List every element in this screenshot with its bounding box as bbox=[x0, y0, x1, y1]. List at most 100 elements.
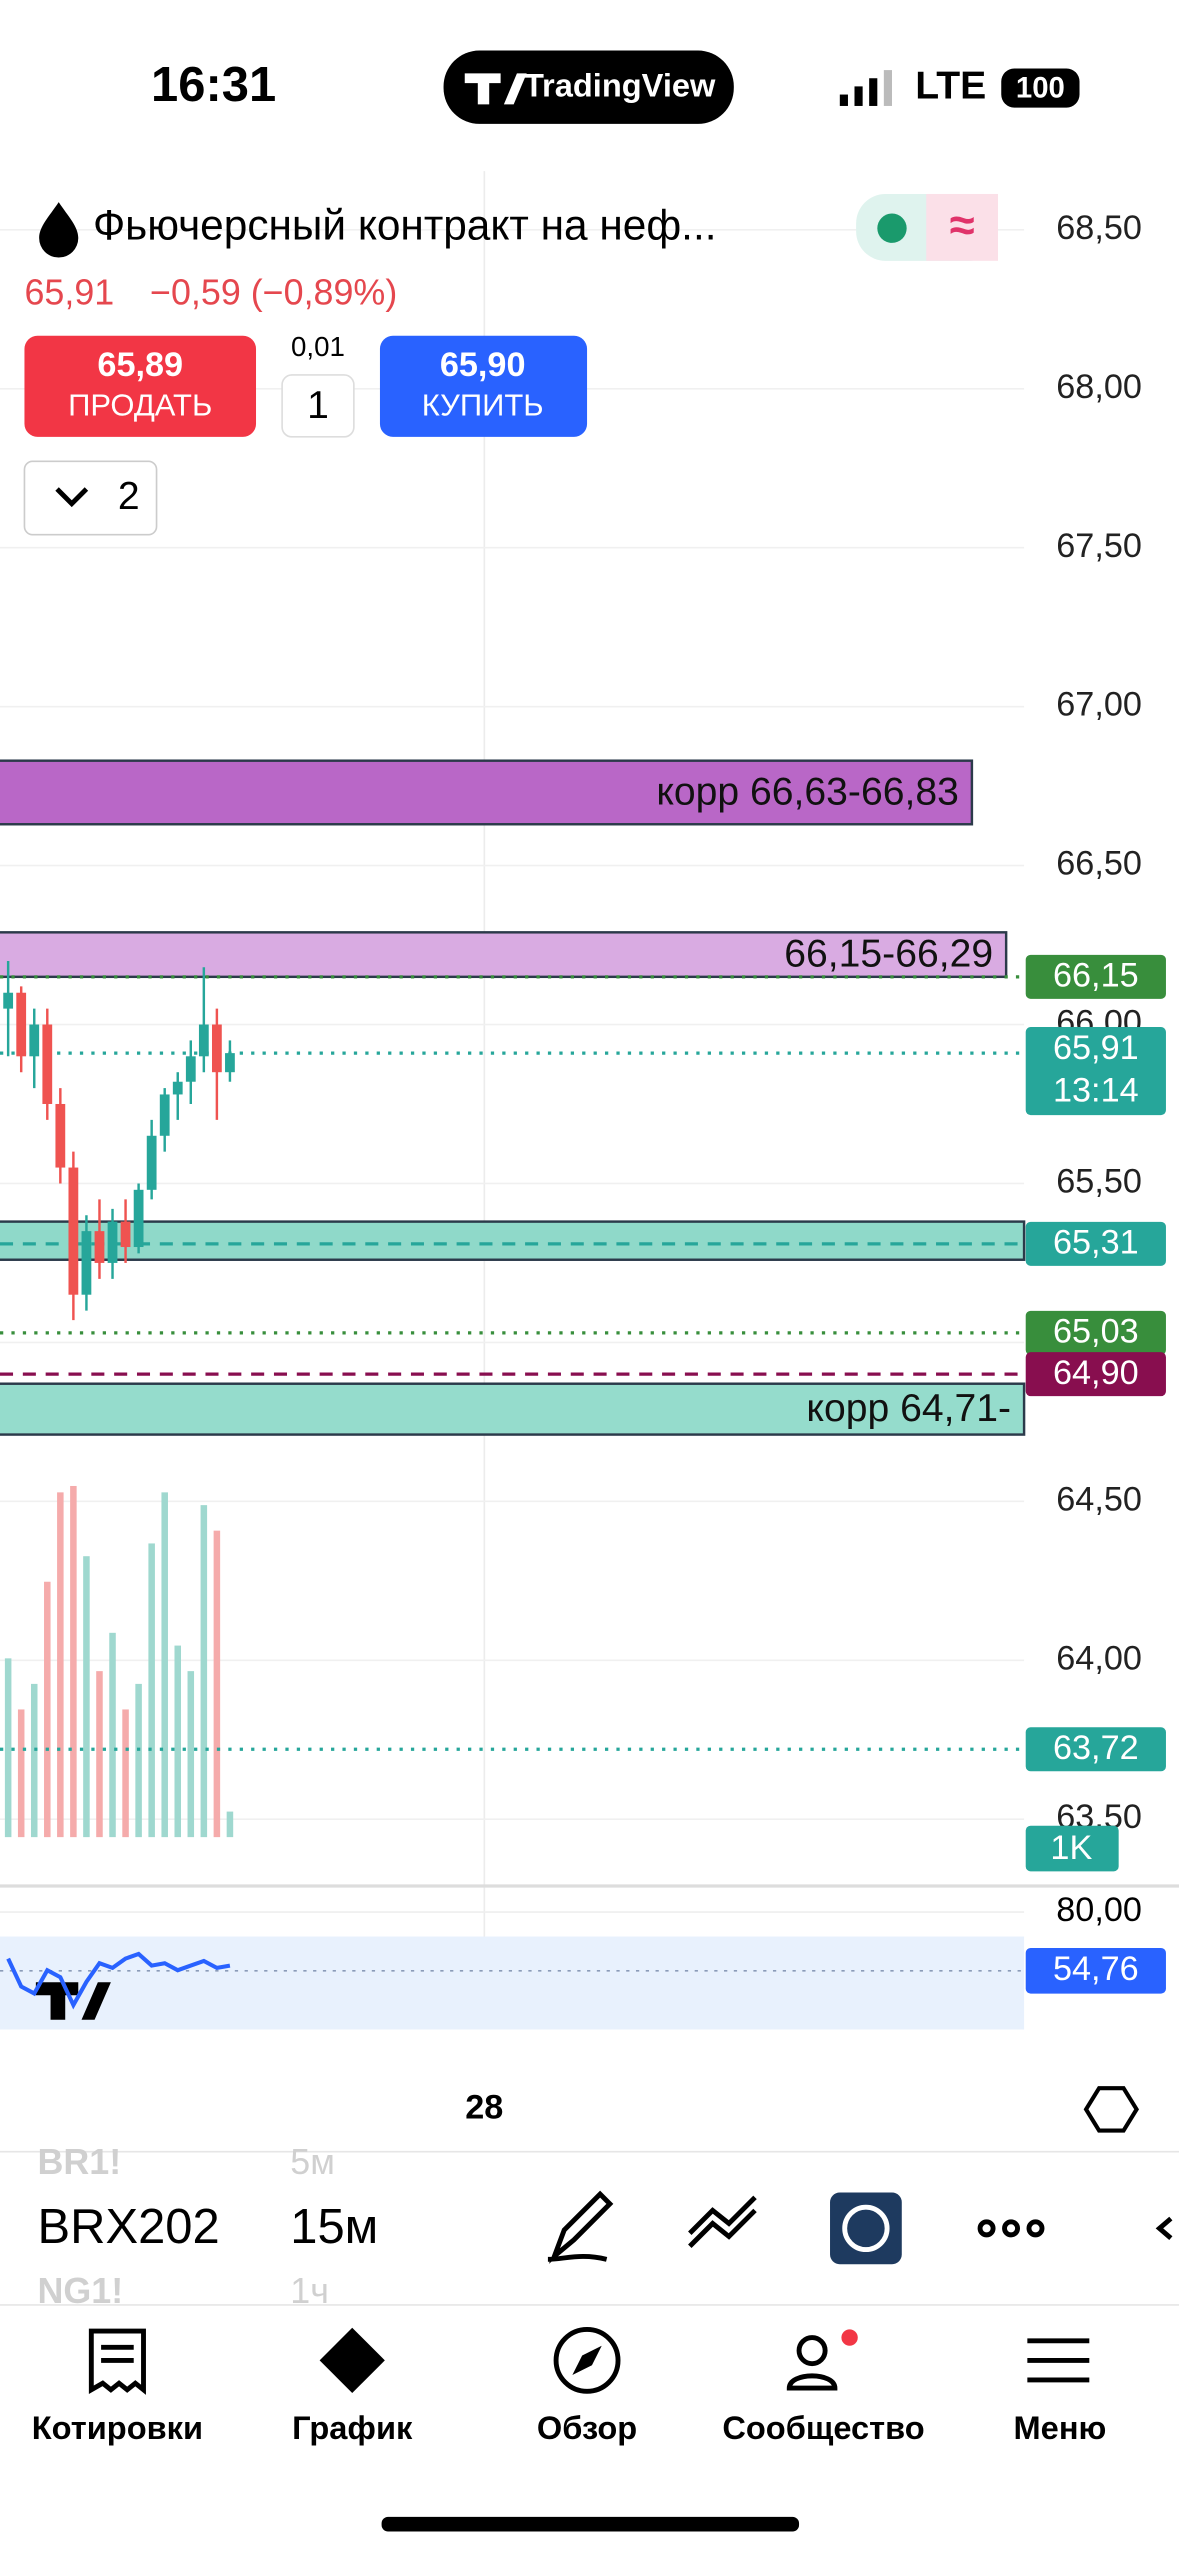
zone bbox=[0, 759, 974, 826]
clock: 16:31 bbox=[151, 58, 276, 112]
zone-label: 66,15-66,29 bbox=[784, 933, 993, 976]
qty: 1 bbox=[307, 384, 329, 427]
tv-watermark-logo bbox=[35, 1982, 111, 2020]
candle-body bbox=[107, 1221, 118, 1263]
prev-symbol: BR1! bbox=[38, 2142, 122, 2182]
volume-bar bbox=[135, 1683, 142, 1838]
sell-price: 65,89 bbox=[97, 346, 183, 384]
price-badge bbox=[1025, 1727, 1166, 1772]
volume-bar bbox=[96, 1671, 103, 1838]
oil-icon bbox=[39, 202, 79, 258]
draw-tool[interactable] bbox=[547, 2190, 614, 2264]
price-badge bbox=[1025, 1221, 1166, 1266]
alert-icon bbox=[842, 2204, 890, 2252]
volume-bar bbox=[226, 1811, 234, 1838]
nav-label[interactable]: Сообщество bbox=[722, 2409, 924, 2446]
y-tick-label: 66,50 bbox=[1056, 845, 1142, 883]
candle-body bbox=[159, 1094, 170, 1136]
volume-badge-label: 1K bbox=[1050, 1829, 1092, 1867]
overview-icon bbox=[553, 2326, 621, 2394]
nav-label[interactable]: Меню bbox=[1014, 2409, 1107, 2446]
candle-body bbox=[3, 992, 14, 1009]
qty-box[interactable] bbox=[281, 374, 355, 438]
candle-body bbox=[29, 1024, 40, 1057]
nav-label[interactable]: График bbox=[292, 2409, 413, 2446]
volume-bar bbox=[83, 1556, 90, 1838]
alert-tool[interactable] bbox=[830, 2192, 902, 2265]
dropdown-count: 2 bbox=[118, 475, 140, 518]
network: LTE bbox=[915, 64, 986, 107]
y-tick-label: 68,00 bbox=[1056, 368, 1142, 406]
price-badge-label: 65,91 bbox=[1053, 1029, 1139, 1067]
home-indicator bbox=[381, 2516, 800, 2532]
volume-bar bbox=[57, 1492, 64, 1838]
status-pill-right bbox=[926, 193, 998, 261]
nav-label[interactable]: Котировки bbox=[32, 2409, 203, 2446]
community-icon bbox=[796, 2335, 828, 2367]
symbol-title[interactable]: Фьючерсный контракт на неф... bbox=[93, 201, 717, 248]
nav-label[interactable]: Обзор bbox=[537, 2409, 637, 2446]
buy-label: КУПИТЬ bbox=[422, 388, 544, 423]
interval[interactable]: 15м bbox=[290, 2200, 378, 2254]
chart: 2868,5068,0067,5067,0066,5066,0065,5065,… bbox=[0, 171, 1179, 2133]
volume-bar bbox=[213, 1530, 221, 1838]
app-name: TradingView bbox=[524, 67, 716, 104]
price-badge-label: 63,72 bbox=[1053, 1729, 1139, 1767]
volume-bar bbox=[4, 1658, 12, 1838]
zone-label: корр 64,71- bbox=[806, 1387, 1011, 1430]
scroll-arrow[interactable] bbox=[1155, 2216, 1173, 2240]
chart-icon bbox=[319, 2327, 385, 2393]
candle-body bbox=[211, 1024, 222, 1073]
price-badge bbox=[1025, 954, 1166, 999]
candle-body bbox=[120, 1221, 131, 1248]
y-tick-label: 67,50 bbox=[1056, 527, 1142, 565]
more[interactable] bbox=[977, 2219, 1045, 2238]
battery bbox=[1001, 68, 1080, 108]
x-label: 28 bbox=[465, 2088, 503, 2126]
volume-bar bbox=[109, 1632, 116, 1838]
price-badge bbox=[1025, 1310, 1166, 1355]
candle-body bbox=[16, 992, 27, 1057]
last-price: 65,91 bbox=[24, 273, 114, 313]
zone-label: корр 66,63-66,83 bbox=[656, 770, 958, 813]
volume-bar bbox=[30, 1683, 38, 1838]
bottom-nav: Котировки График Обзор Сообщество Меню bbox=[32, 2326, 1107, 2532]
sell-button[interactable] bbox=[24, 335, 257, 437]
y-tick-label: 65,50 bbox=[1056, 1163, 1142, 1201]
rsi-band bbox=[0, 1936, 1025, 2030]
price-badge-label: 65,03 bbox=[1053, 1313, 1139, 1351]
app-pill bbox=[443, 50, 734, 124]
y-tick-label: 68,50 bbox=[1056, 209, 1142, 247]
qty-step: 0,01 bbox=[291, 331, 345, 362]
community-icon-body bbox=[786, 2373, 838, 2391]
rsi-badge-label: 54,76 bbox=[1053, 1950, 1139, 1988]
candle-body bbox=[55, 1103, 66, 1168]
volume-bar bbox=[122, 1709, 129, 1838]
candle-body bbox=[68, 1167, 79, 1295]
symbol[interactable]: BRX202 bbox=[38, 2200, 220, 2254]
candle-body bbox=[94, 1231, 105, 1263]
buy-button[interactable] bbox=[379, 335, 588, 437]
volume-bar bbox=[161, 1492, 168, 1838]
signal bbox=[839, 70, 892, 106]
tv-logo bbox=[464, 73, 527, 105]
compass bbox=[572, 2345, 602, 2376]
quotes-icon bbox=[88, 2328, 146, 2395]
change: −0,59 (−0,89%) bbox=[150, 273, 397, 313]
prev-interval: 5м bbox=[290, 2142, 335, 2182]
settings-icon[interactable] bbox=[1083, 2086, 1139, 2133]
price-badge-label: 66,15 bbox=[1053, 957, 1139, 995]
candle-body bbox=[198, 1024, 209, 1057]
price-badge bbox=[1025, 1027, 1166, 1116]
candle-body bbox=[81, 1231, 92, 1295]
candle-body bbox=[185, 1056, 196, 1082]
trend-tool[interactable] bbox=[688, 2195, 757, 2249]
y-tick-label: 67,00 bbox=[1056, 686, 1142, 724]
dropdown[interactable] bbox=[23, 460, 158, 536]
y-tick-label: 64,50 bbox=[1056, 1480, 1142, 1518]
volume-bar bbox=[17, 1709, 25, 1838]
volume-badge bbox=[1025, 1825, 1119, 1872]
rsi-line bbox=[6, 1951, 231, 2010]
